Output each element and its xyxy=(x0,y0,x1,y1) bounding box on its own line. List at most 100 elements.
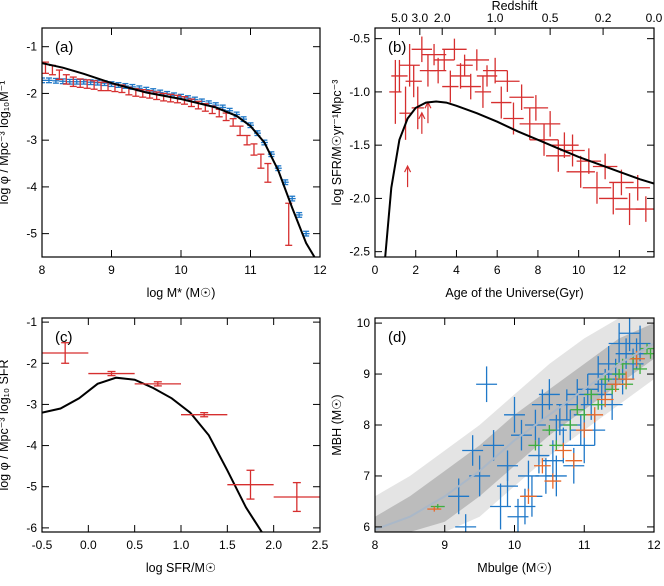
y-axis-title: log SFR/M☉yr⁻¹Mpc⁻³ xyxy=(330,80,344,206)
x-tick-label: 0 xyxy=(372,263,379,277)
green-galaxy-point xyxy=(591,399,606,410)
sfr-point xyxy=(399,43,420,87)
orange-galaxy-point xyxy=(607,376,625,392)
sfr-point xyxy=(456,54,473,76)
blue-galaxy-point xyxy=(577,374,599,405)
blue-galaxy-point xyxy=(538,379,560,410)
x-tick-label: 8 xyxy=(372,538,379,552)
sfr-point xyxy=(609,169,634,196)
sfr-point xyxy=(405,65,422,98)
blue-galaxy-point xyxy=(497,465,518,507)
y-axis-title: log φ / Mpc⁻³ log₁₀M⁻¹ xyxy=(0,81,11,205)
redshift-tick-label: 0.2 xyxy=(595,11,612,25)
sfr-point xyxy=(539,111,561,137)
blue-galaxy-point xyxy=(483,430,505,461)
redshift-axis: 5.0 3.0 2.0 1.0 0.5 0.2 0.0 Redshift xyxy=(391,0,663,35)
orange-galaxy-point xyxy=(617,371,635,387)
red-point xyxy=(90,80,98,90)
y-tick-label: 9 xyxy=(363,367,370,381)
sfr-point xyxy=(495,70,520,92)
lower-limit-arrow xyxy=(404,164,412,188)
orange-galaxy-point xyxy=(427,506,442,512)
sfr-point xyxy=(399,86,412,140)
blue-galaxy-point xyxy=(462,435,484,466)
y-axis-title: MBH (M☉) xyxy=(330,394,344,455)
y-axis-title: log φ / Mpc⁻³ log₁₀ SFR xyxy=(0,359,11,490)
redshift-axis-title: Redshift xyxy=(492,0,538,13)
blue-galaxy-point xyxy=(545,455,567,497)
green-galaxy-point xyxy=(570,404,585,415)
sfr-point xyxy=(529,123,559,156)
sfr-point xyxy=(474,75,492,108)
red-point xyxy=(160,92,168,102)
x-tick-label: 12 xyxy=(647,538,661,552)
x-tick-label: 2 xyxy=(412,263,419,277)
orange-galaxy-point xyxy=(586,407,604,423)
x-axis-title: Age of the Universe(Gyr) xyxy=(445,286,583,300)
panel-d-axes: 8 9 10 11 12 6 7 8 9 10 (d) Mbulge (M☉) MBH (M☉) xyxy=(330,316,661,575)
red-point xyxy=(236,125,244,137)
panel-label: (b) xyxy=(388,39,406,56)
x-tick-label: 10 xyxy=(174,263,188,277)
y-tick-label: -2 xyxy=(26,356,37,370)
y-tick-label: -4 xyxy=(26,180,37,194)
sfr-point xyxy=(550,132,579,158)
green-galaxy-point xyxy=(528,440,543,451)
blue-galaxy-point xyxy=(528,437,550,474)
x-tick-label: 8 xyxy=(535,263,542,277)
x-tick-label: 4 xyxy=(453,263,460,277)
green-galaxy-point xyxy=(584,389,599,400)
sfr-point xyxy=(519,107,540,140)
x-tick-label: 0.5 xyxy=(126,538,143,552)
y-tick-label: -3 xyxy=(26,397,37,411)
blue-point xyxy=(73,78,81,85)
panel-a-data xyxy=(42,61,316,257)
x-tick-label: 6 xyxy=(494,263,501,277)
x-tick-label: 9 xyxy=(441,538,448,552)
y-tick-label: 8 xyxy=(363,418,370,432)
x-tick-label: 12 xyxy=(313,263,327,277)
lower-limit-arrow xyxy=(418,111,426,134)
panel-c-frame xyxy=(41,317,321,533)
panel-c-axes: -0.5 0.0 0.5 1.0 1.5 2.0 2.5 -1 -2 -3 -4 -5 -6 (c) log… xyxy=(0,315,329,575)
red-point xyxy=(55,69,63,81)
x-tick-label: 8 xyxy=(39,263,46,277)
blue-point xyxy=(295,211,303,218)
blue-galaxy-point xyxy=(455,514,477,532)
x-tick-label: 10 xyxy=(572,263,586,277)
sfrf-point xyxy=(88,370,135,377)
red-point xyxy=(222,112,230,122)
y-tick-label: -5 xyxy=(26,480,37,494)
x-tick-label: 0.0 xyxy=(80,538,97,552)
y-tick-label: -3 xyxy=(26,133,37,147)
x-tick-label: 12 xyxy=(613,263,627,277)
green-galaxy-point xyxy=(605,384,620,395)
median-relation xyxy=(375,342,654,531)
y-tick-label: -2.0 xyxy=(349,191,370,205)
x-tick-label: 11 xyxy=(578,538,591,552)
y-tick-label: -0.5 xyxy=(349,32,370,46)
y-tick-label: -1 xyxy=(26,315,37,329)
red-point xyxy=(97,81,105,92)
y-tick-label: 6 xyxy=(363,520,370,534)
y-tick-label: -2 xyxy=(26,86,37,100)
sfrf-point xyxy=(181,412,228,418)
green-galaxy-point xyxy=(563,419,578,431)
green-galaxy-point xyxy=(542,425,557,436)
model-curve xyxy=(42,376,263,532)
y-tick-label: -1.0 xyxy=(349,85,370,99)
panel-label: (c) xyxy=(55,329,73,346)
model-curve xyxy=(42,62,316,257)
arrow-head xyxy=(404,164,412,173)
sfrf-point xyxy=(273,481,320,513)
model-curve xyxy=(384,100,654,257)
arrow-head xyxy=(418,111,426,120)
blue-galaxy-point xyxy=(504,396,525,433)
red-point xyxy=(83,79,91,89)
sfr-point xyxy=(442,38,467,60)
red-point xyxy=(250,143,258,156)
x-tick-label: 9 xyxy=(108,263,115,277)
redshift-tick-label: 1.0 xyxy=(487,11,504,25)
green-galaxy-point xyxy=(598,374,613,385)
